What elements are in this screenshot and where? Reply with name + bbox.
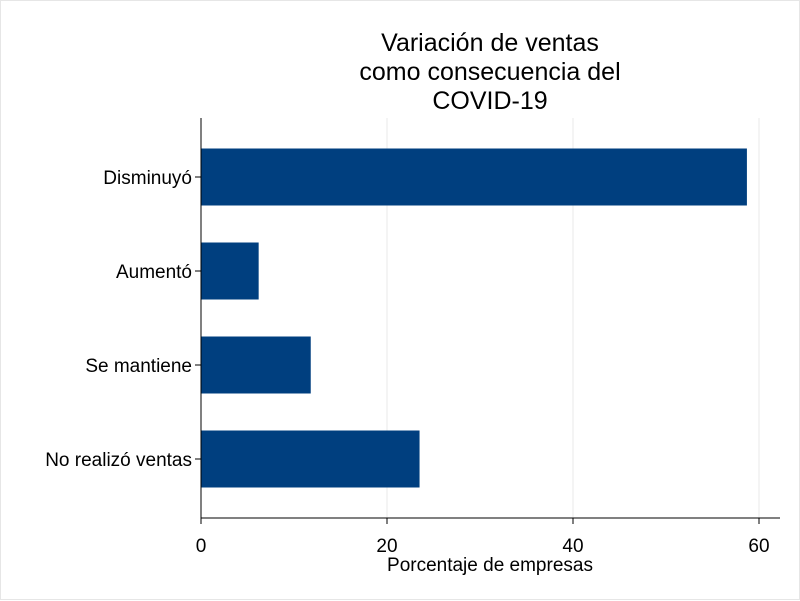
category-labels: Disminuyó Aumentó Se mantiene No realizó ve… bbox=[45, 168, 201, 471]
bar bbox=[201, 430, 420, 488]
x-tick-label: 60 bbox=[748, 536, 769, 557]
chart-title-line: Variación de ventas bbox=[381, 29, 599, 57]
x-tick-label: 0 bbox=[196, 536, 207, 557]
x-tick-label: 20 bbox=[376, 536, 397, 557]
x-tick-label: 40 bbox=[562, 536, 583, 557]
category-label: Aumentó bbox=[116, 262, 192, 283]
chart-title-line: como consecuencia del bbox=[359, 58, 620, 86]
axes bbox=[200, 118, 780, 519]
category-label: Se mantiene bbox=[85, 356, 192, 377]
x-axis-ticks: 0 20 40 60 bbox=[196, 518, 770, 557]
bars bbox=[201, 148, 747, 488]
chart-title-line: COVID-19 bbox=[432, 87, 547, 115]
category-label: Disminuyó bbox=[103, 168, 192, 189]
bar bbox=[201, 242, 259, 300]
bar bbox=[201, 148, 747, 206]
chart-title: Variación de ventas como consecuencia de… bbox=[359, 29, 620, 115]
bar bbox=[201, 336, 311, 394]
x-axis-title: Porcentaje de empresas bbox=[387, 555, 593, 576]
category-label: No realizó ventas bbox=[45, 450, 192, 471]
